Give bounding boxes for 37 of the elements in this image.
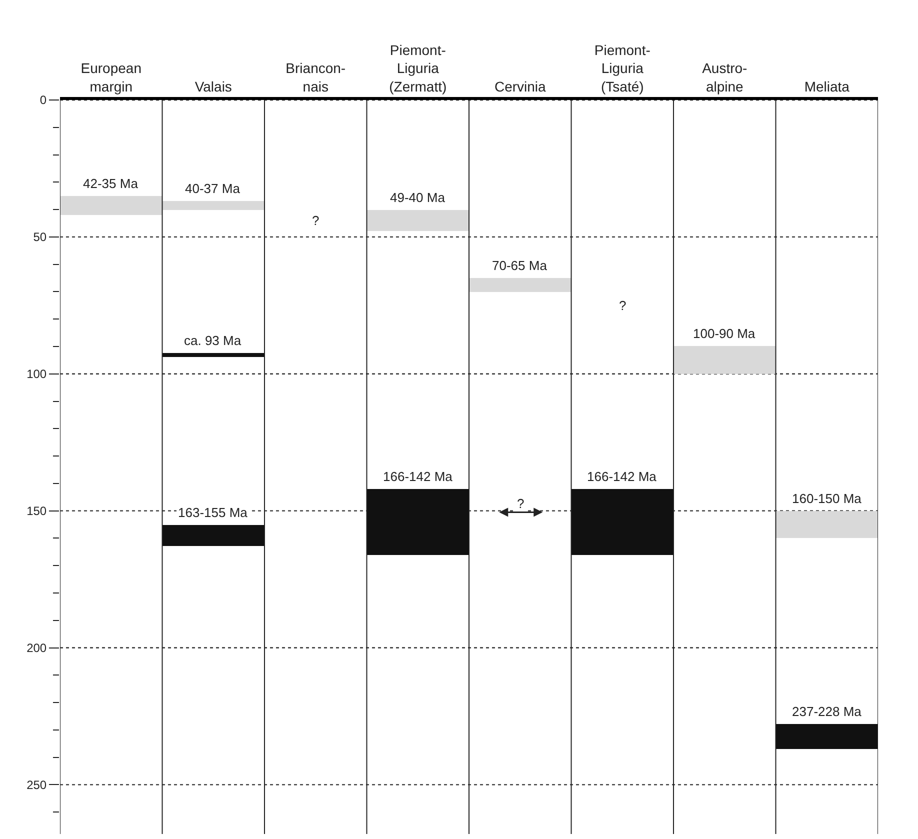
x-tick-label: Briancon- nais [286,60,346,94]
annotation: ? [517,496,524,511]
annotation: 70-65 Ma [492,258,548,273]
bar [367,489,469,555]
annotation: ? [312,213,320,228]
x-tick-label: European margin [80,60,142,94]
annotation: 166-142 Ma [587,469,658,484]
annotation: 160-150 Ma [792,491,862,506]
annotation: 166-142 Ma [383,469,454,484]
annotation: 49-40 Ma [390,190,446,205]
annotation: 40-37 Ma [185,181,241,196]
x-tick-label: Austro- alpine [702,60,748,94]
x-tick-label: Meliata [804,78,850,94]
x-tick-label: Piemont- Liguria (Zermatt) [389,42,447,94]
bar [367,210,469,231]
annotation: ca. 93 Ma [184,333,242,348]
bar [776,511,878,538]
bar [162,353,265,357]
annotation: 163-155 Ma [178,505,248,520]
annotation: ? [619,298,626,313]
bar [776,724,878,749]
y-tick-label: 200 [26,640,47,655]
y-tick-label: 150 [26,504,47,518]
x-tick-label: Valais [194,78,232,94]
bar [571,489,674,555]
bar [674,346,776,374]
annotation: 42-35 Ma [83,176,139,191]
annotation: 100-90 Ma [693,326,756,341]
bar [469,278,571,292]
x-tick-label: Piemont- Liguria (Tsaté) [594,42,651,94]
bar [162,525,265,546]
y-tick-label: 100 [26,367,47,382]
y-tick-label: 0 [40,93,47,108]
y-tick-label: 250 [26,778,47,792]
x-tick-label: Cervinia [494,78,546,94]
annotation: 237-228 Ma [792,704,862,719]
y-tick-label: 50 [33,230,47,244]
